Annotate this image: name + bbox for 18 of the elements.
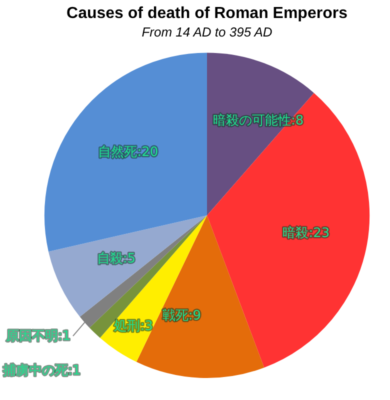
chart-subtitle: From 14 AD to 395 AD — [142, 24, 272, 40]
data-label: :5 — [122, 252, 136, 267]
slice-label: 暗殺の可能性 — [213, 113, 291, 128]
data-label: :1 — [58, 328, 71, 344]
slice-label: 処刑 — [114, 319, 140, 334]
data-label: :9 — [188, 308, 202, 324]
data-label: :20 — [137, 144, 158, 160]
chart-title: Causes of death of Roman Emperors — [66, 5, 348, 22]
slice-label: 自然死 — [98, 144, 138, 160]
data-label: :3 — [140, 319, 153, 334]
data-label: :8 — [291, 113, 304, 128]
slice-label: 捕虜中の死 — [2, 363, 68, 378]
slice-label: 暗殺 — [282, 226, 309, 241]
slice-label: 原因不明 — [6, 328, 58, 344]
slice-label: 自殺 — [96, 252, 123, 267]
slice-label: 戦死 — [162, 308, 188, 324]
data-label: :1 — [68, 363, 81, 378]
data-label: :23 — [308, 226, 330, 241]
